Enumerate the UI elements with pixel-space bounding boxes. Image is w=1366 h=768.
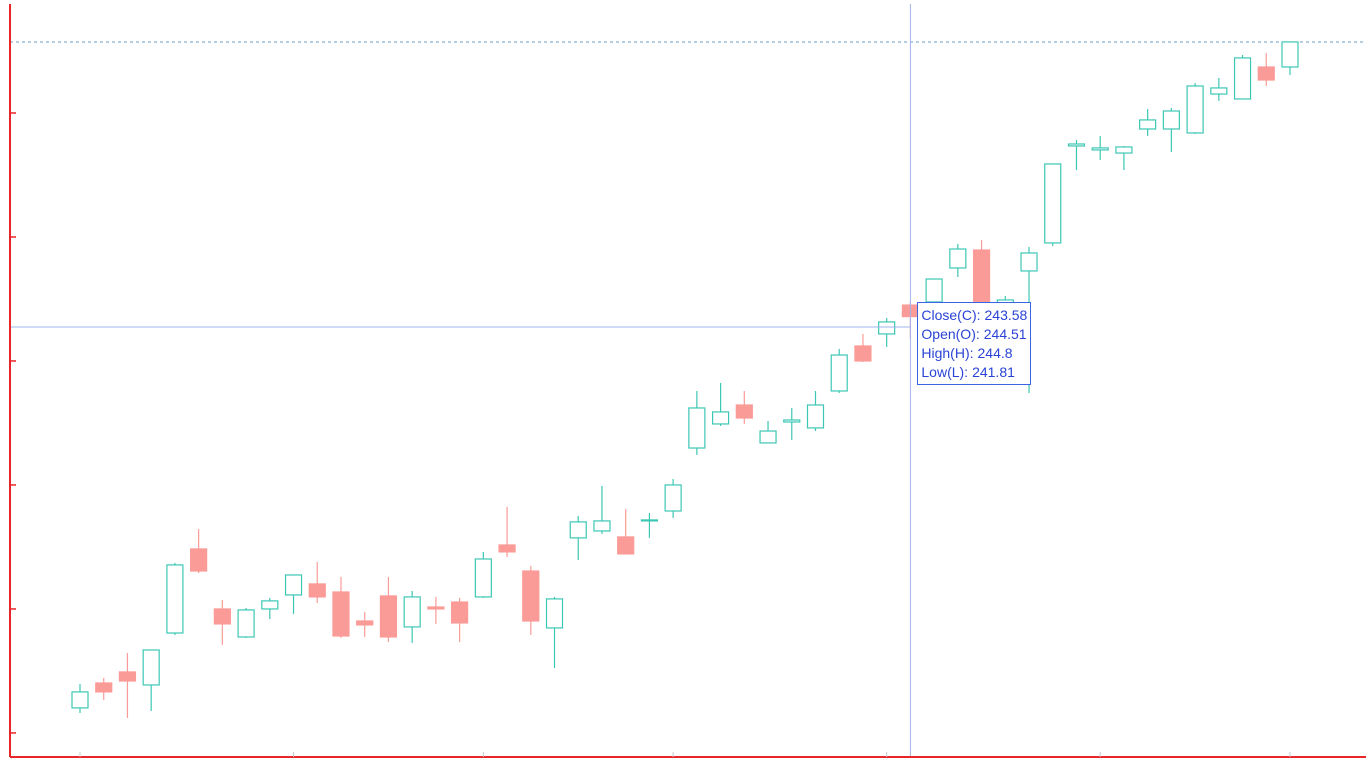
tooltip-label: Close(C): [921, 307, 981, 324]
candle-down [498, 544, 516, 553]
tooltip-value: 244.51 [983, 326, 1027, 343]
candle-down [213, 608, 231, 625]
candle-down [95, 682, 113, 693]
candle-down [379, 595, 398, 638]
tooltip-value: 241.81 [972, 364, 1015, 381]
candle-up [925, 278, 943, 303]
candle-up [1162, 110, 1180, 130]
tooltip-value: 243.58 [984, 307, 1028, 324]
candle-up [688, 407, 706, 449]
candle-up [640, 519, 659, 522]
candle-up [1091, 147, 1109, 151]
candle-down [332, 591, 350, 637]
tooltip-row: Open(O): 244.51 [921, 325, 1027, 344]
candle-up [403, 596, 421, 628]
candle-up [545, 598, 564, 629]
candle-down [522, 570, 540, 622]
candle-up [569, 521, 587, 539]
candle-down [451, 601, 469, 624]
candle-up [474, 558, 492, 598]
tooltip-label: Low(L): [921, 364, 969, 381]
candle-up [237, 609, 255, 638]
tooltip: Close(C): 243.58 Open(O): 244.51 High(H): 244… [917, 302, 1032, 386]
candle-up [593, 520, 611, 532]
candle-up [949, 248, 967, 269]
candle-down [118, 671, 137, 682]
candle-up [783, 419, 801, 423]
candle-down [427, 606, 445, 610]
candle-down [972, 249, 991, 306]
candle-down [308, 583, 326, 598]
tooltip-row: High(H): 244.8 [921, 344, 1027, 363]
candle-up [1186, 85, 1204, 134]
candle-up [284, 574, 303, 596]
candle-up [1067, 143, 1086, 147]
candle-up [1115, 146, 1133, 154]
tooltip-label: High(H): [921, 345, 974, 362]
tooltip-value: 244.8 [977, 345, 1013, 362]
candle-down [735, 404, 753, 419]
candle-up [71, 691, 89, 709]
candle-down [1257, 66, 1275, 81]
tooltip-row: Close(C): 243.58 [921, 306, 1027, 325]
candle-up [830, 354, 848, 392]
candle-up [1233, 57, 1252, 100]
candle-down [190, 548, 208, 572]
candle-up [1210, 87, 1228, 95]
candle-up [1044, 163, 1062, 244]
candle-down [854, 345, 872, 362]
candle-down [356, 620, 374, 626]
candle-up [711, 411, 730, 425]
candle-up [1281, 41, 1299, 68]
candle-up [806, 404, 825, 429]
candle-up [166, 564, 184, 634]
tooltip-label: Open(O): [921, 326, 980, 343]
candle-up [261, 600, 279, 610]
tooltip-row: Low(L): 241.81 [921, 363, 1027, 382]
candle-up [1139, 119, 1157, 130]
candle-up [142, 649, 160, 686]
candle-up [1020, 252, 1038, 272]
candle-up [664, 484, 682, 512]
candle-up [759, 430, 777, 444]
candle-up [878, 321, 896, 335]
candle-down [617, 536, 635, 555]
